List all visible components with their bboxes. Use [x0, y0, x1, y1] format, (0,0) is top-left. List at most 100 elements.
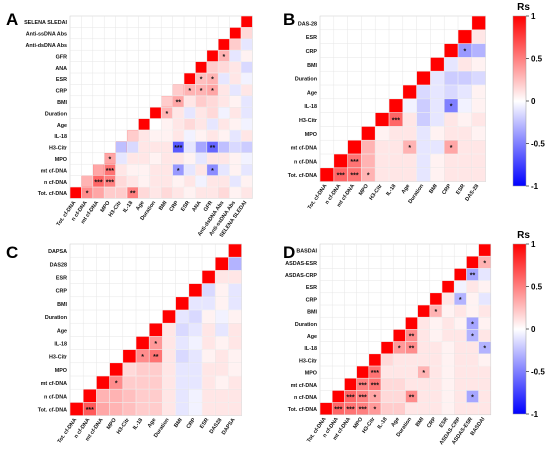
heatmap-cell: [478, 305, 491, 317]
heatmap-cell: [417, 317, 430, 330]
heatmap-cell: [228, 283, 242, 297]
heatmap-cell: [229, 141, 241, 153]
heatmap-cell: [127, 175, 139, 187]
heatmap-cell: [207, 164, 218, 176]
heatmap-cell: [458, 43, 472, 58]
heatmap-cell: [202, 283, 215, 297]
heatmap-cell: [127, 153, 139, 164]
significance-mark: *: [408, 145, 411, 152]
heatmap-cell: [416, 71, 431, 85]
heatmap-cell: [430, 85, 444, 99]
heatmap-cell: [207, 107, 218, 119]
heatmap-cell: [218, 73, 230, 85]
heatmap-cell: [478, 329, 491, 342]
heatmap-cell: [184, 130, 196, 142]
heatmap-cell: [207, 84, 218, 96]
row-label: n cf-DNA: [44, 180, 67, 186]
heatmap-cell: [241, 187, 253, 199]
heatmap-cell: [161, 141, 173, 153]
significance-mark: ***: [350, 173, 358, 180]
row-label: Age: [57, 123, 67, 129]
row-label: ESR: [56, 276, 67, 282]
heatmap-cell: [228, 244, 242, 257]
significance-mark: ***: [359, 382, 367, 389]
row-label: ASDAS-CRP: [285, 273, 317, 279]
significance-mark: *: [200, 88, 203, 95]
heatmap-cell: [361, 126, 375, 140]
heatmap-cell: [478, 317, 491, 330]
row-label: CRP: [306, 297, 318, 303]
heatmap-cell: [123, 402, 136, 416]
heatmap-cell: [369, 402, 381, 415]
column-label: IL-18: [377, 417, 389, 431]
heatmap-cell: [405, 366, 418, 378]
heatmap-cell: [361, 154, 375, 168]
heatmap-cell: [466, 280, 479, 293]
heatmap-cell: [375, 112, 389, 127]
heatmap-cell: [442, 402, 454, 415]
colorbar-title: Rs: [517, 2, 530, 13]
heatmap-cell: [162, 310, 176, 323]
heatmap-cell: [417, 329, 430, 342]
heatmap-cell: [472, 30, 486, 44]
row-label: Tot. cf-DNA: [38, 408, 67, 414]
significance-mark: *: [115, 381, 118, 388]
heatmap-cell: [393, 354, 406, 366]
heatmap-cell: [207, 96, 218, 107]
colorbar-title: Rs: [517, 230, 530, 241]
column-label: Age: [401, 183, 412, 195]
significance-mark: ***: [94, 179, 102, 186]
heatmap-cell: [229, 27, 241, 39]
heatmap-cell: [466, 329, 479, 342]
row-label: Duration: [295, 322, 317, 328]
heatmap-cell: [175, 336, 189, 350]
heatmap-cell: [442, 366, 454, 378]
panel-a: A*****************************SELENA SLE…: [6, 10, 253, 239]
significance-mark: ***: [337, 173, 345, 180]
heatmap-cell: [172, 153, 184, 164]
row-label: ESR: [306, 285, 317, 291]
heatmap-cell: [195, 118, 207, 130]
heatmap-cell: [442, 317, 454, 330]
heatmap-cell: [458, 154, 472, 168]
significance-mark: *: [86, 191, 89, 198]
heatmap-cell: [241, 141, 253, 153]
column-label: DAPSA: [221, 417, 237, 436]
heatmap-cell: [332, 390, 345, 403]
heatmap-cell: [405, 317, 418, 330]
heatmap-cell: [405, 390, 418, 403]
heatmap-cell: [444, 57, 458, 71]
heatmap-cell: [430, 317, 442, 330]
heatmap-cell: [458, 99, 472, 113]
column-label: BMI: [158, 200, 169, 212]
heatmap-cell: [184, 84, 196, 96]
heatmap-cell: [172, 96, 184, 107]
heatmap-cell: [149, 389, 163, 403]
colorbar-gradient: [512, 243, 527, 415]
heatmap-cell: [109, 363, 123, 376]
heatmap-cell: [356, 378, 369, 391]
heatmap-cell: [218, 141, 230, 153]
column-label: BMI: [428, 183, 439, 195]
significance-mark: *: [471, 334, 474, 341]
row-label: Tot. cf-DNA: [288, 173, 317, 179]
colorbar: Rs1 0.5 0 -0.5 -1: [512, 2, 545, 191]
colorbar-tick-label: 0.5: [531, 55, 543, 64]
heatmap-cell: [241, 27, 253, 39]
colorbar-tick-label: 1: [531, 240, 536, 249]
heatmap-cell: [109, 376, 123, 389]
row-label: n cf-DNA: [294, 395, 317, 401]
significance-mark: ***: [346, 407, 354, 414]
heatmap-cell: [162, 349, 176, 363]
row-label: MPO: [305, 132, 317, 138]
heatmap-cell: [478, 390, 491, 403]
heatmap-cell: [162, 336, 176, 350]
row-label: H3-Citr: [299, 118, 318, 124]
column-label: ESR: [199, 417, 210, 430]
heatmap-cell: [162, 389, 176, 403]
heatmap-cell: [229, 175, 241, 187]
row-label: Age: [307, 90, 317, 96]
row-label: SELENA SLEDAI: [24, 20, 67, 26]
column-label: CRP: [426, 416, 438, 429]
heatmap-cell: [381, 378, 393, 391]
